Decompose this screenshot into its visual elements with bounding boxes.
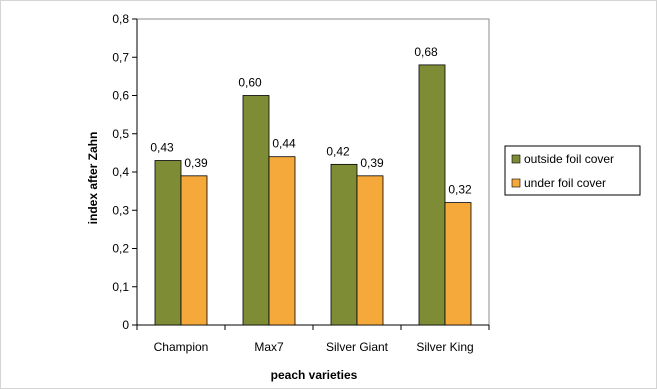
y-axis-title: index after Zahn: [86, 132, 100, 225]
y-axis: 0 0,1 0,2 0,3 0,4 0,5 0,6 0,7 0,8: [112, 12, 138, 332]
legend-label-under-foil: under foil cover: [524, 176, 606, 190]
bar-outside-foil: [242, 95, 270, 326]
legend-label-outside-foil: outside foil cover: [524, 152, 614, 166]
legend-box: [504, 145, 641, 196]
bar-outside-foil: [418, 64, 446, 326]
y-tick-label: 0,2: [112, 242, 129, 256]
legend-swatch-under-foil: [511, 178, 521, 188]
x-category-label: Silver Giant: [326, 340, 389, 354]
x-category-label: Silver King: [416, 340, 473, 354]
y-tick-label: 0,6: [112, 89, 129, 103]
x-category-label: Champion: [154, 340, 209, 354]
value-label-under-foil: 0,32: [448, 183, 472, 197]
value-label-under-foil: 0,39: [184, 156, 208, 170]
value-label-outside-foil: 0,43: [150, 141, 174, 155]
legend: outside foil cover under foil cover: [504, 145, 641, 196]
legend-swatch-outside-foil: [511, 154, 521, 164]
bar-outside-foil: [154, 160, 182, 326]
bar-outside-foil: [330, 163, 358, 326]
y-tick-label: 0: [122, 318, 129, 332]
value-label-under-foil: 0,39: [360, 156, 384, 170]
value-label-under-foil: 0,44: [272, 137, 296, 151]
bar-under-foil: [268, 156, 296, 326]
y-tick-label: 0,3: [112, 203, 129, 217]
bar-under-foil: [444, 202, 472, 326]
y-tick-label: 0,5: [112, 127, 129, 141]
bar-under-foil: [356, 175, 384, 326]
x-category-label: Max7: [254, 340, 284, 354]
x-axis-title: peach varieties: [271, 368, 358, 382]
y-tick-label: 0,8: [112, 12, 129, 26]
y-tick-label: 0,1: [112, 280, 129, 294]
value-labels: 0,43 0,60 0,42 0,68 0,39 0,44 0,39 0,32: [150, 45, 472, 197]
x-axis: Champion Max7 Silver Giant Silver King: [136, 324, 490, 354]
value-label-outside-foil: 0,60: [238, 76, 262, 90]
value-label-outside-foil: 0,42: [326, 144, 350, 158]
bars: [154, 64, 472, 326]
y-tick-label: 0,7: [112, 50, 129, 64]
bar-under-foil: [180, 175, 208, 326]
y-tick-label: 0,4: [112, 165, 129, 179]
value-label-outside-foil: 0,68: [414, 45, 438, 59]
